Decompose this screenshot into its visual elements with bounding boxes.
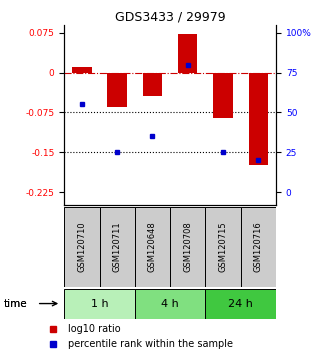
Text: log10 ratio: log10 ratio	[68, 324, 120, 333]
Bar	[135, 289, 205, 319]
Text: GSM120715: GSM120715	[219, 222, 228, 272]
Title: GDS3433 / 29979: GDS3433 / 29979	[115, 11, 225, 24]
Bar	[249, 73, 268, 166]
Bar	[108, 73, 127, 107]
Text: time: time	[3, 298, 27, 309]
Text: GSM120710: GSM120710	[77, 222, 86, 272]
Text: GSM120716: GSM120716	[254, 222, 263, 272]
Bar	[143, 73, 162, 97]
Bar	[100, 207, 135, 287]
Text: GSM120648: GSM120648	[148, 222, 157, 272]
Text: percentile rank within the sample: percentile rank within the sample	[68, 339, 233, 349]
Text: GSM120708: GSM120708	[183, 222, 192, 272]
Bar	[64, 207, 100, 287]
Bar	[72, 67, 91, 73]
Bar	[170, 207, 205, 287]
Text: 24 h: 24 h	[228, 298, 253, 309]
Bar	[205, 207, 241, 287]
Bar	[205, 289, 276, 319]
Bar	[64, 289, 135, 319]
Bar	[241, 207, 276, 287]
Text: 4 h: 4 h	[161, 298, 179, 309]
Text: GSM120711: GSM120711	[113, 222, 122, 272]
Bar	[178, 34, 197, 73]
Text: 1 h: 1 h	[91, 298, 108, 309]
Text: time: time	[3, 298, 27, 309]
Bar	[213, 73, 233, 118]
Bar	[135, 207, 170, 287]
